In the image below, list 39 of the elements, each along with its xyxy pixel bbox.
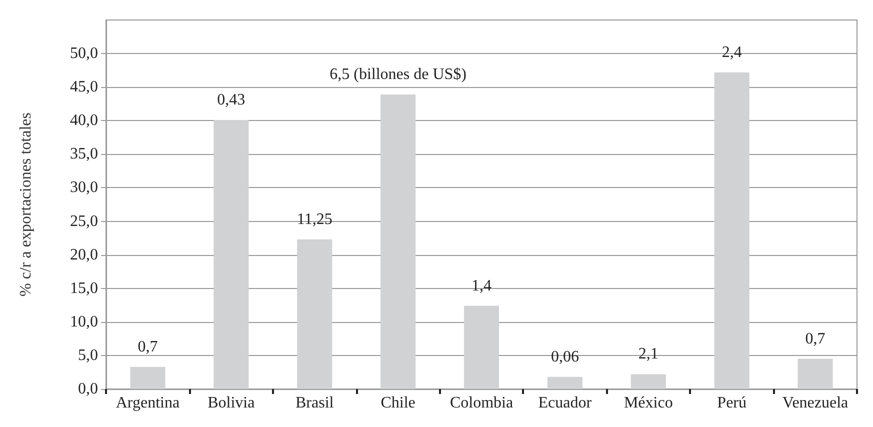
x-tick-label: Bolivia (208, 394, 255, 412)
bar (380, 94, 416, 389)
x-tick-label: Argentina (116, 394, 180, 412)
annotation: 1,4 (472, 277, 492, 294)
annotation: 2,1 (638, 346, 658, 363)
bar (630, 374, 666, 389)
x-tick-label: Perú (717, 394, 746, 412)
annotation: 6,5 (billones de US$) (330, 66, 466, 83)
x-tick-label: Ecuador (538, 394, 592, 412)
y-tick-label: 10,0 (70, 313, 98, 330)
y-tick-label: 0,0 (78, 380, 98, 398)
y-tick-label: 35,0 (70, 146, 98, 163)
x-tick-label: Brasil (296, 394, 334, 412)
annotation: 0,06 (550, 348, 579, 366)
y-tick-label: 15,0 (70, 280, 98, 297)
annotation: 0,7 (138, 338, 158, 356)
annotation: 2,4 (722, 44, 742, 61)
x-tick-label: Venezuela (782, 394, 848, 412)
x-tick-label: México (624, 394, 673, 412)
y-axis-title: % c/r a exportaciones totales (18, 112, 34, 296)
y-tick-label: 25,0 (70, 212, 98, 230)
annotation: 0,43 (217, 91, 246, 108)
y-tick-label: 45,0 (70, 78, 98, 96)
y-tick-label: 40,0 (70, 112, 98, 130)
annotation: 0,7 (805, 330, 826, 348)
bar (297, 239, 332, 389)
bar (130, 366, 166, 389)
annotation: 11,25 (296, 210, 332, 228)
bar (714, 72, 750, 389)
y-tick-label: 5,0 (78, 346, 98, 364)
bar (464, 306, 500, 389)
x-tick-label: Colombia (450, 394, 514, 412)
bar (214, 120, 249, 389)
x-tick-label: Chile (380, 394, 416, 412)
y-tick-label: 50,0 (70, 45, 98, 62)
bar (547, 376, 582, 389)
y-tick-label: 20,0 (70, 246, 98, 264)
bar (798, 358, 833, 389)
y-tick-label: 30,0 (70, 179, 98, 196)
